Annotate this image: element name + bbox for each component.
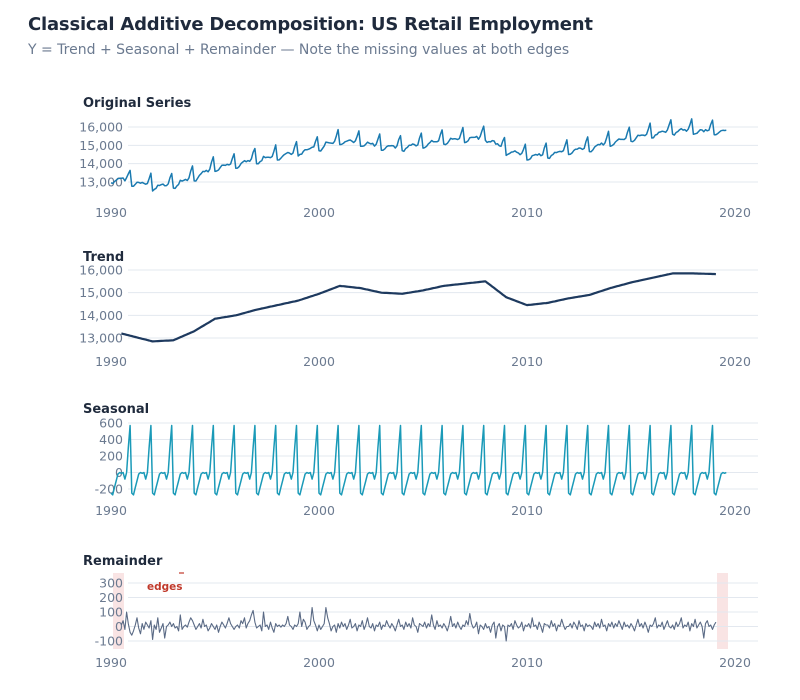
chart-title: Classical Additive Decomposition: US Ret… <box>28 14 593 35</box>
y-tick-label: 14,000 <box>79 308 123 323</box>
y-tick-label: 0 <box>115 619 123 634</box>
y-tick-label: -200 <box>95 482 123 497</box>
panel-title: Original Series <box>83 96 192 111</box>
x-tick-label: 2020 <box>719 354 751 369</box>
x-tick-label: 2010 <box>511 205 543 220</box>
panel-original-series: Original Series 16,000 15,000 14,000 13,000 1… <box>79 96 758 220</box>
original-series-line <box>110 118 727 192</box>
x-tick-label: 1990 <box>95 503 127 518</box>
y-tick-label: -100 <box>95 634 123 649</box>
x-tick-label: 1990 <box>95 354 127 369</box>
trend-line <box>121 272 716 343</box>
x-tick-label: 2020 <box>719 503 751 518</box>
y-tick-label: 13,000 <box>79 175 123 190</box>
y-tick-label: 100 <box>99 605 123 620</box>
y-tick-label: 16,000 <box>79 263 123 278</box>
x-tick-label: 2000 <box>303 655 335 670</box>
panel-title: Trend <box>83 250 124 265</box>
x-tick-label: 1990 <box>95 655 127 670</box>
panel-title: Seasonal <box>83 402 149 417</box>
y-tick-label: 13,000 <box>79 331 123 346</box>
y-tick-label: 15,000 <box>79 285 123 300</box>
chart-subtitle: Y = Trend + Seasonal + Remainder — Note … <box>28 42 570 58</box>
seasonal-line <box>110 424 727 496</box>
x-tick-label: 2010 <box>511 354 543 369</box>
x-tick-label: 1990 <box>95 205 127 220</box>
y-tick-label: 14,000 <box>79 156 123 171</box>
panel-title: Remainder <box>83 554 163 569</box>
remainder-line <box>120 607 717 642</box>
missing-edge-band-right <box>717 573 728 649</box>
x-tick-label: 2000 <box>303 205 335 220</box>
x-tick-label: 2010 <box>511 503 543 518</box>
y-tick-label: 300 <box>99 576 123 591</box>
x-tick-label: 2020 <box>719 655 751 670</box>
y-tick-label: 600 <box>99 416 123 431</box>
y-tick-label: 200 <box>99 449 123 464</box>
x-tick-label: 2000 <box>303 354 335 369</box>
edges-annotation: edges <box>147 581 183 593</box>
y-tick-label: 200 <box>99 590 123 605</box>
y-tick-label: 15,000 <box>79 138 123 153</box>
x-tick-label: 2020 <box>719 205 751 220</box>
x-tick-label: 2000 <box>303 503 335 518</box>
missing-edge-band-left <box>113 573 124 649</box>
y-tick-label: 16,000 <box>79 120 123 135</box>
y-tick-label: 400 <box>99 432 123 447</box>
x-tick-label: 2010 <box>511 655 543 670</box>
